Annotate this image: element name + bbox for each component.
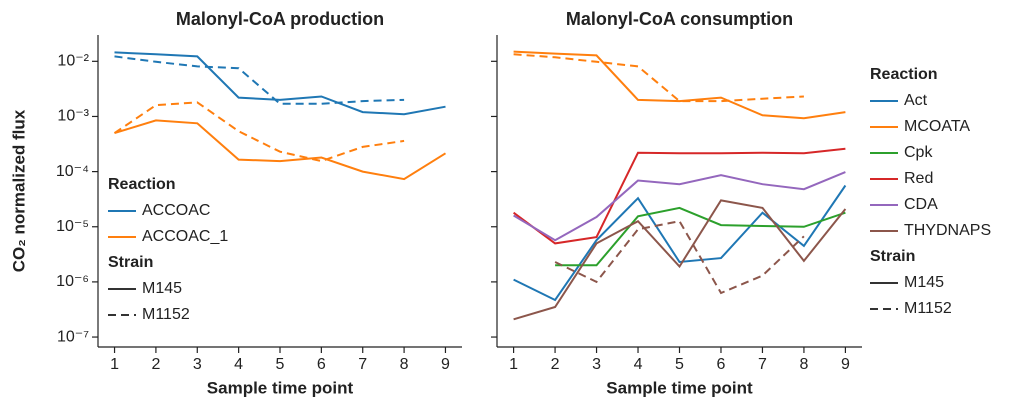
legend-label: ACCOAC_1 [142,228,228,245]
legend-title: Reaction [870,66,938,83]
x-axis-label: Sample time point [207,378,354,397]
data-line [513,50,846,120]
y-axis-label: CO₂ normalized flux [9,109,28,272]
x-tick-label: 9 [441,356,450,373]
chart-title: Malonyl-CoA consumption [566,9,793,29]
legend-title: Strain [108,254,153,271]
data-line [114,119,447,181]
data-line [513,171,846,242]
legend-label: M145 [142,280,182,297]
legend-label: ACCOAC [142,202,210,219]
data-line [513,184,847,302]
data-line [513,199,847,321]
x-tick-label: 7 [358,356,367,373]
x-tick-label: 4 [234,356,243,373]
x-tick-label: 1 [509,356,518,373]
y-tick-label: 10⁻⁷ [57,328,89,345]
legend-label: Act [904,92,928,109]
data-line [513,147,846,245]
legend-label: M1152 [142,306,190,323]
legend-label: Cpk [904,144,933,161]
data-line [513,53,804,103]
data-line [113,101,405,163]
x-axis-label: Sample time point [606,378,753,397]
legend-label: Red [904,170,933,187]
legend-title: Reaction [108,176,176,193]
data-line [114,55,405,105]
legend-label: M1152 [904,300,952,317]
data-line [554,220,805,295]
y-tick-label: 10⁻⁵ [56,218,89,235]
x-tick-label: 4 [634,356,643,373]
x-tick-label: 3 [193,356,202,373]
y-tick-label: 10⁻² [57,53,89,70]
x-tick-label: 3 [592,356,601,373]
legend-label: MCOATA [904,118,970,135]
x-tick-label: 2 [151,356,160,373]
x-tick-label: 7 [758,356,767,373]
legend-label: THYDNAPS [904,222,991,239]
x-tick-label: 8 [400,356,409,373]
chart-title: Malonyl-CoA production [176,9,384,29]
x-tick-label: 5 [276,356,285,373]
y-tick-label: 10⁻⁶ [56,273,89,290]
x-tick-label: 8 [799,356,808,373]
data-line [114,51,446,116]
x-tick-label: 1 [110,356,119,373]
x-tick-label: 6 [317,356,326,373]
y-tick-label: 10⁻³ [57,108,89,125]
legend-title: Strain [870,248,915,265]
legend-label: M145 [904,274,944,291]
legend-label: CDA [904,196,938,213]
y-tick-label: 10⁻⁴ [56,163,89,180]
x-tick-label: 2 [551,356,560,373]
x-tick-label: 9 [841,356,850,373]
x-tick-label: 6 [717,356,726,373]
data-line [555,206,846,267]
x-tick-label: 5 [675,356,684,373]
